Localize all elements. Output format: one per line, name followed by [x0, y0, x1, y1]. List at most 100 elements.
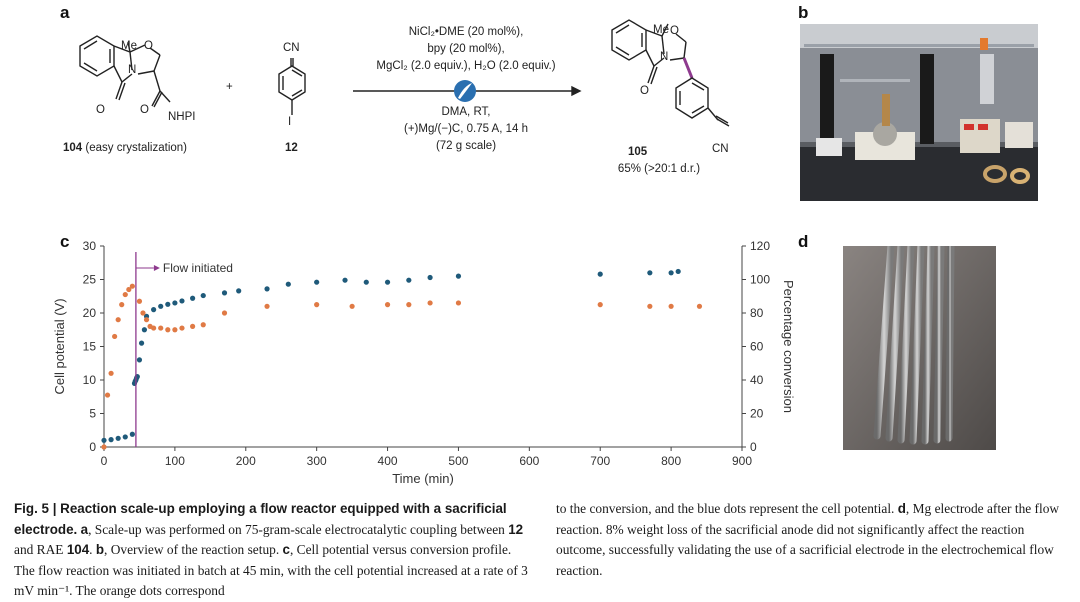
cell-potential-conversion-chart: 0 100 200 300 400 500 600 700 800 900051015202530…	[52, 239, 796, 486]
y-tick-label: 20	[83, 306, 97, 320]
conversion-point	[126, 286, 132, 293]
condition-line-3: MgCl₂ (2.0 equiv.), H₂O (2.0 equiv.)	[376, 60, 556, 72]
y-tick-label: 0	[89, 440, 96, 454]
cell-potential-point	[264, 286, 270, 292]
y2-tick-label: 20	[750, 407, 764, 421]
x-tick-label: 200	[236, 454, 256, 468]
x-tick-label: 900	[732, 454, 752, 468]
conversion-point	[158, 325, 164, 331]
condition-line-6: (72 g scale)	[435, 140, 497, 152]
cell-potential-point	[141, 327, 148, 333]
cell-potential-point	[129, 431, 135, 437]
cell-potential-point	[138, 340, 145, 346]
cell-potential-point	[172, 300, 178, 306]
reaction-setup-photo	[800, 24, 1038, 201]
conversion-point	[384, 302, 391, 308]
conversion-point	[143, 317, 150, 323]
product-cn: CN	[712, 143, 729, 155]
conversion-point	[314, 302, 320, 308]
reactant2-i: I	[288, 116, 292, 128]
y2-tick-label: 80	[750, 306, 764, 320]
cell-potential-point	[675, 268, 681, 275]
product-o-carbonyl: O	[640, 85, 649, 97]
y-tick-label: 10	[83, 373, 97, 387]
y-tick-label: 5	[89, 407, 96, 421]
product-label: 105	[628, 146, 648, 158]
figure-label: Fig. 5 | Reaction scale-up employing a f…	[14, 501, 507, 537]
x-axis-title: Time (min)	[392, 471, 454, 486]
y-tick-label: 15	[83, 340, 97, 354]
conversion-point	[108, 370, 114, 376]
product-n: N	[660, 51, 669, 63]
reactant-104-structure	[79, 35, 171, 108]
condition-line-2: bpy (20 mol%),	[427, 43, 505, 55]
y-tick-label: 30	[83, 239, 97, 253]
product-me: Me	[653, 24, 669, 36]
conversion-point	[101, 444, 107, 450]
cell-potential-point	[165, 301, 171, 307]
cell-potential-point	[647, 270, 653, 276]
product-105-structure	[611, 19, 730, 127]
reactant2-label: 12	[285, 142, 298, 154]
conversion-point	[264, 303, 270, 309]
conversion-point	[112, 333, 118, 340]
x-tick-label: 300	[307, 454, 327, 468]
conversion-point	[647, 303, 653, 309]
cell-potential-point	[285, 281, 291, 287]
cell-potential-point	[236, 288, 242, 294]
y2-tick-label: 0	[750, 440, 757, 454]
y-tick-label: 25	[83, 273, 97, 287]
x-tick-label: 600	[519, 454, 539, 468]
y-axis-title: Cell potential (V)	[52, 298, 67, 394]
conversion-point	[140, 310, 146, 316]
panel-letter-c: c	[60, 232, 70, 251]
cell-potential-point	[136, 357, 143, 363]
panel-letter-a: a	[60, 3, 70, 22]
cell-potential-point	[314, 279, 320, 285]
conversion-point	[136, 298, 143, 304]
x-tick-label: 100	[165, 454, 185, 468]
conversion-point	[190, 323, 196, 329]
reactant2-cn: CN	[283, 42, 300, 54]
mg-electrode-photo	[843, 246, 996, 450]
cell-potential-point	[158, 303, 164, 309]
reaction-scheme	[79, 19, 730, 127]
reactant1-me: Me	[121, 40, 137, 52]
cell-potential-point	[363, 279, 369, 285]
y2-tick-label: 60	[750, 340, 764, 354]
x-tick-label: 500	[448, 454, 468, 468]
conversion-point	[406, 302, 412, 308]
x-tick-label: 800	[661, 454, 681, 468]
conversion-point	[179, 325, 185, 331]
figure-caption-right: to the conversion, and the blue dots rep…	[556, 501, 1060, 578]
conversion-point	[172, 327, 178, 333]
cell-potential-point	[597, 271, 603, 277]
cell-potential-point	[455, 273, 462, 279]
conversion-point	[119, 302, 125, 308]
cell-potential-point	[108, 437, 114, 443]
cell-potential-point	[122, 434, 128, 440]
conversion-point	[200, 322, 206, 328]
cell-potential-point	[200, 292, 206, 299]
conversion-point	[151, 325, 157, 331]
cell-potential-point	[668, 270, 674, 276]
y2-tick-label: 40	[750, 373, 764, 387]
flow-initiated-arrowhead	[153, 265, 160, 271]
cell-potential-point	[190, 295, 196, 301]
panel-letter-b: b	[798, 3, 809, 22]
plus-sign: +	[226, 81, 233, 93]
conversion-point	[221, 310, 228, 316]
cell-potential-point	[221, 290, 228, 296]
cell-potential-point	[384, 279, 391, 285]
conversion-point	[668, 303, 674, 309]
conversion-point	[165, 327, 171, 333]
x-tick-label: 400	[378, 454, 398, 468]
condition-line-5: (+)Mg/(−)C, 0.75 A, 14 h	[403, 123, 528, 135]
x-tick-label: 700	[590, 454, 610, 468]
cell-potential-point	[179, 298, 185, 304]
figure-caption-left: Fig. 5 | Reaction scale-up employing a f…	[14, 501, 528, 598]
condition-line-4: DMA, RT,	[441, 106, 491, 118]
conversion-point	[129, 283, 135, 289]
conversion-point	[349, 303, 355, 309]
cell-potential-point	[151, 307, 157, 313]
